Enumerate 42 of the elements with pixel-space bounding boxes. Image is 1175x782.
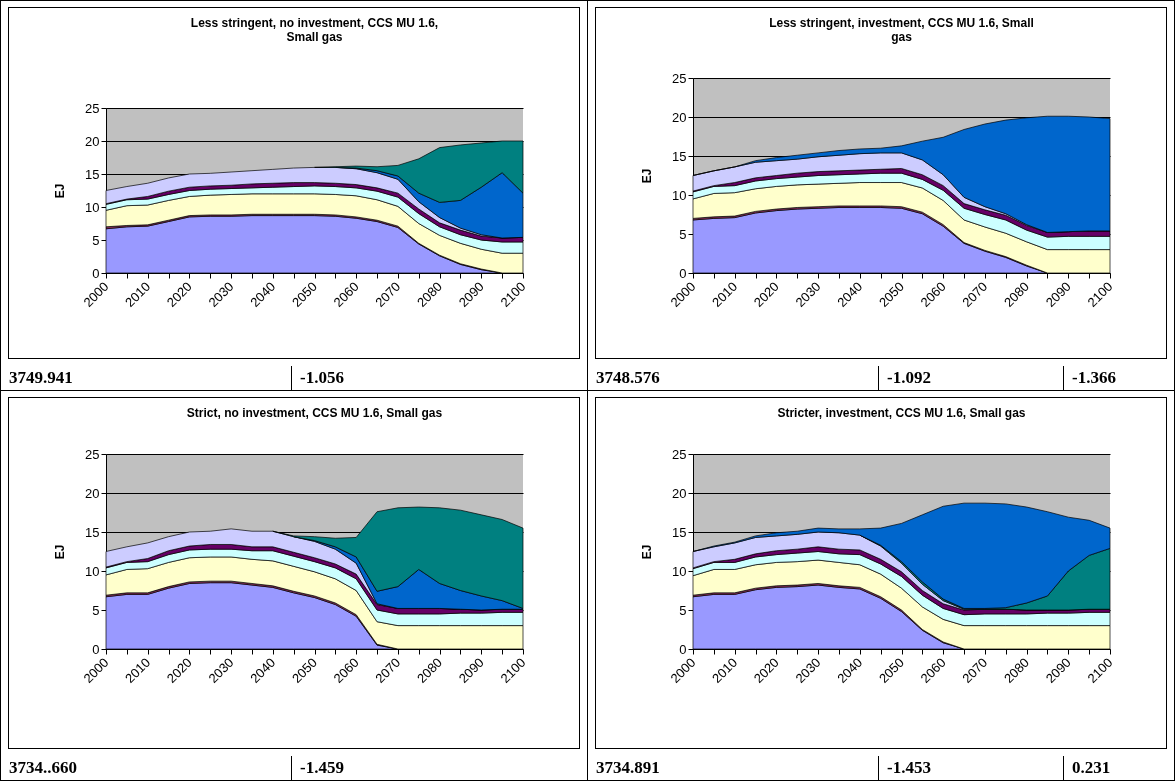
text: 0.231 — [1063, 756, 1163, 780]
text: 3749.941 — [8, 367, 74, 389]
y-tick-label: 10 — [85, 199, 100, 215]
y-tick-label: 10 — [672, 187, 687, 203]
y-axis-title: EJ — [640, 544, 655, 560]
text: -1.366 — [1063, 366, 1163, 390]
y-tick-label: 25 — [672, 70, 687, 86]
y-tick-label: 5 — [679, 226, 687, 242]
y-tick-label: 20 — [85, 133, 100, 149]
y-tick-label: 15 — [85, 166, 100, 182]
text: -1.459 — [291, 756, 476, 780]
y-axis-title: EJ — [53, 544, 68, 560]
text: 3748.576 — [595, 367, 661, 389]
y-tick-label: 25 — [85, 446, 100, 462]
text: 3734..660 — [8, 757, 78, 779]
chart-title: Stricter, investment, CCS MU 1.6, Small gas — [777, 406, 1026, 420]
text: -1.453 — [878, 756, 1063, 780]
y-tick-label: 25 — [85, 100, 100, 116]
y-tick-label: 5 — [92, 602, 100, 618]
chart-title: Less stringent, no investment, CCS MU 1.6, Small gas — [190, 16, 439, 44]
chart-title: Strict, no investment, CCS MU 1.6, Small gas — [186, 406, 443, 420]
text: -1.092 — [878, 366, 1063, 390]
y-tick-label: 0 — [679, 641, 687, 657]
text: 3734.891 — [595, 757, 661, 779]
y-tick-label: 20 — [672, 109, 687, 125]
y-tick-label: 5 — [92, 232, 100, 248]
y-tick-label: 0 — [92, 265, 100, 281]
y-tick-label: 20 — [672, 485, 687, 501]
y-tick-label: 20 — [85, 485, 100, 501]
y-tick-label: 0 — [679, 265, 687, 281]
y-tick-label: 5 — [679, 602, 687, 618]
y-axis-title: EJ — [53, 183, 68, 199]
y-tick-label: 0 — [92, 641, 100, 657]
y-tick-label: 10 — [85, 563, 100, 579]
y-tick-label: 10 — [672, 563, 687, 579]
y-tick-label: 15 — [672, 524, 687, 540]
y-tick-label: 25 — [672, 446, 687, 462]
text: -1.056 — [291, 366, 476, 390]
y-tick-label: 15 — [85, 524, 100, 540]
y-axis-title: EJ — [640, 168, 655, 184]
chart-title: Less stringent, investment, CCS MU 1.6, Small gas — [769, 16, 1034, 44]
y-tick-label: 15 — [672, 148, 687, 164]
